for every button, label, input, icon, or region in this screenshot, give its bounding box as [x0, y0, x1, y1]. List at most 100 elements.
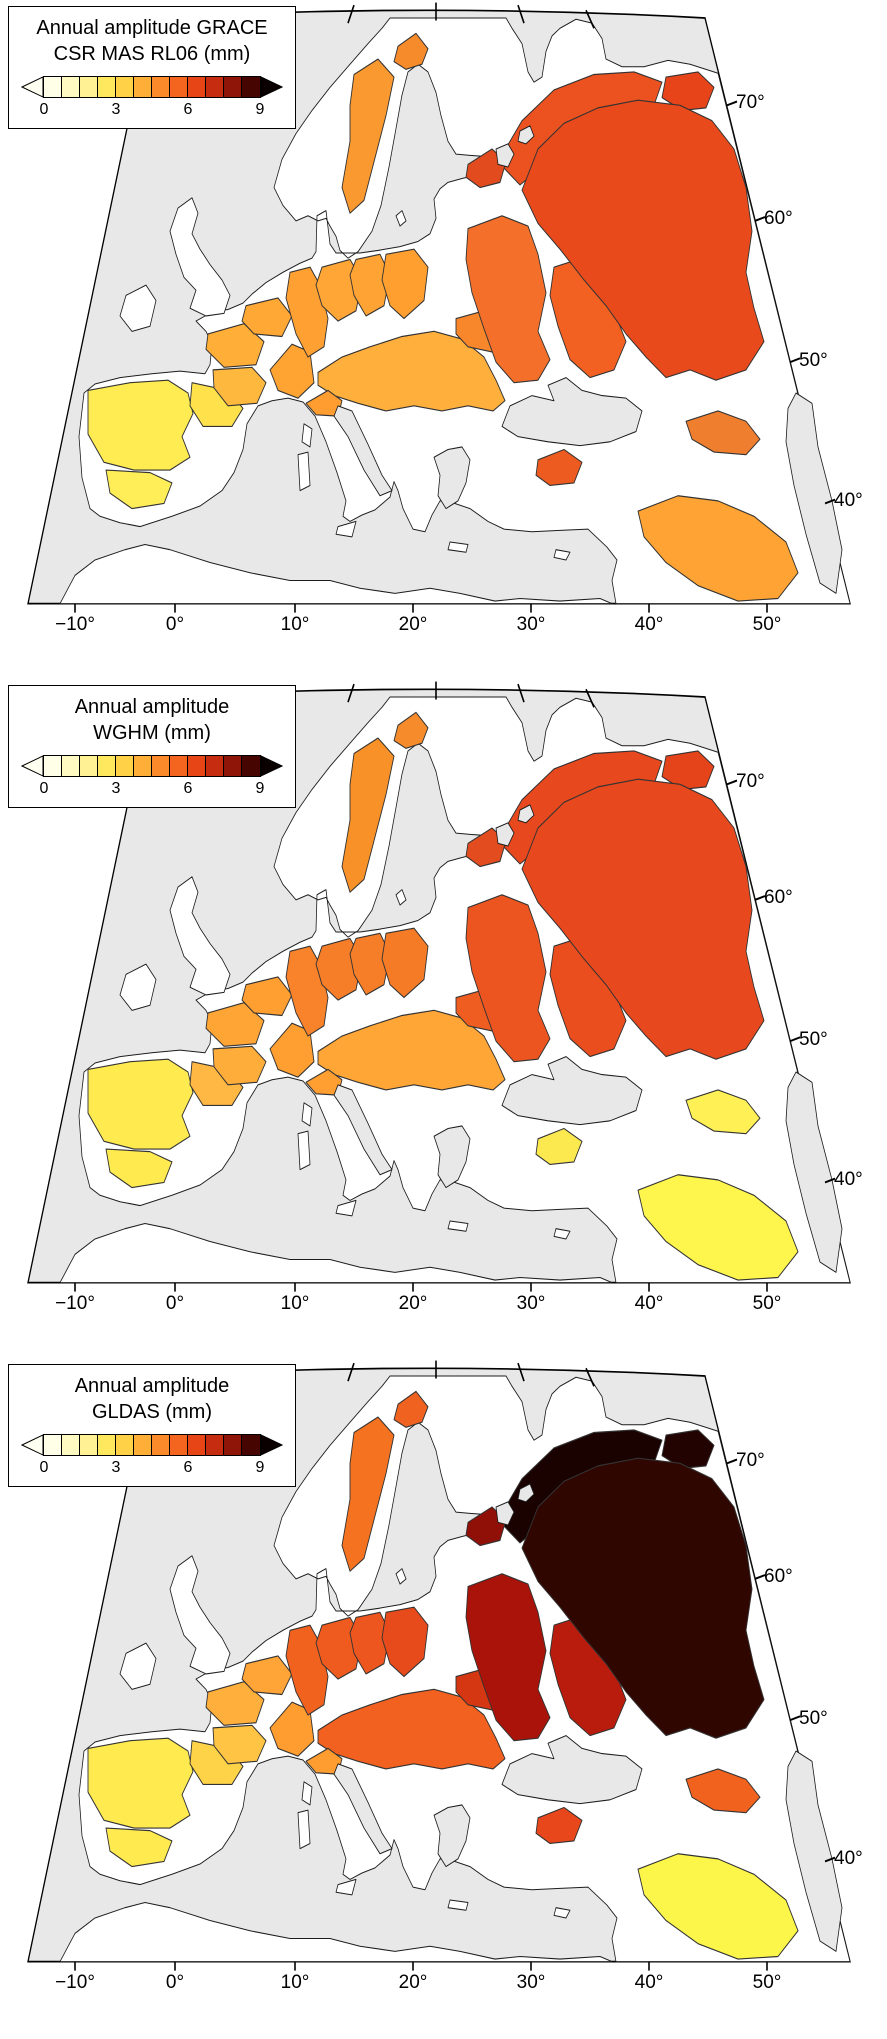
- europe-basin-map: [27, 2, 851, 613]
- legend-box: Annual amplitude GRACE CSR MAS RL06 (mm)…: [8, 6, 296, 130]
- colorbar-segment: [98, 77, 116, 98]
- graticule-ticks: [74, 681, 836, 1292]
- colorbar-segment: [44, 1435, 62, 1456]
- map-panel-gldas: Annual amplitude GLDAS (mm) 0 3 6 9 −10°…: [0, 1358, 887, 2037]
- island-crete: [447, 1220, 469, 1232]
- island-crete: [447, 1899, 469, 1911]
- black-sea: [501, 1735, 643, 1805]
- island-sardinia: [297, 451, 311, 492]
- colorbar-tick: 3: [111, 1459, 121, 1477]
- lat-label: 70°: [736, 771, 765, 792]
- basin-vistula: [381, 1606, 429, 1678]
- legend-title-line2: GLDAS (mm): [92, 1400, 212, 1423]
- colorbar-tick: 0: [39, 101, 49, 119]
- island-gotland: [395, 210, 407, 227]
- legend-title-line2: CSR MAS RL06 (mm): [53, 42, 251, 65]
- legend-title-line1: Annual amplitude: [74, 696, 230, 718]
- colorbar-tick: 6: [183, 780, 193, 798]
- basin-rhone: [269, 1701, 315, 1757]
- colorbar-segment: [62, 77, 80, 98]
- legend-box: Annual amplitude WGHM (mm) 0 3 6 9: [8, 685, 296, 809]
- colorbar-tick: 3: [111, 780, 121, 798]
- colorbar-segments: [43, 755, 261, 778]
- colorbar-ticks: 0 3 6 9: [39, 98, 265, 120]
- island-ireland: [119, 963, 157, 1011]
- aegean-sea: [433, 446, 471, 510]
- lake-ladoga: [495, 1501, 515, 1526]
- basin-oder: [349, 1611, 391, 1675]
- basin-oder: [349, 253, 391, 317]
- lat-label: 60°: [764, 1566, 793, 1587]
- colorbar-ticks: 0 3 6 9: [39, 777, 265, 799]
- meridian-tick: [517, 683, 525, 703]
- basin-seine: [241, 297, 293, 338]
- lat-label: 40°: [834, 490, 863, 511]
- basin-kura: [685, 1089, 761, 1135]
- colorbar-segment: [134, 1435, 152, 1456]
- legend-title-line2: WGHM (mm): [93, 721, 211, 744]
- basin-kizilirmak: [535, 1127, 583, 1166]
- lake-ladoga: [495, 143, 515, 168]
- caspian-sea: [785, 1750, 843, 1952]
- basin-guadalquivir: [105, 1827, 173, 1868]
- adriatic-sea: [333, 1763, 393, 1855]
- colorbar-segment: [224, 756, 242, 777]
- europe-basin-map: [27, 681, 851, 1292]
- colorbar-segment: [242, 756, 260, 777]
- north-africa-landmass: [59, 544, 613, 605]
- island-sardinia: [297, 1130, 311, 1171]
- basin-pechora: [661, 1429, 715, 1470]
- colorbar: [21, 1434, 283, 1457]
- basin-garonne: [212, 1045, 267, 1086]
- colorbar-segment: [152, 756, 170, 777]
- europe-basin-map: [27, 1360, 851, 1971]
- colorbar-segment: [242, 1435, 260, 1456]
- colorbar-segment: [152, 1435, 170, 1456]
- island-crete: [447, 541, 469, 553]
- legend-box: Annual amplitude GLDAS (mm) 0 3 6 9: [8, 1364, 296, 1488]
- basin-tornio: [393, 32, 429, 70]
- basin-douro-tagus: [87, 379, 194, 471]
- lat-label: 50°: [799, 350, 828, 371]
- island-gotland: [395, 1568, 407, 1585]
- colorbar-segment: [44, 77, 62, 98]
- lon-label: 0°: [165, 1972, 185, 1993]
- map-canvas: [0, 0, 887, 655]
- colorbar-tick: 0: [39, 780, 49, 798]
- lat-label: 50°: [799, 1708, 828, 1729]
- basin-seine: [241, 976, 293, 1017]
- meridian-tick: [517, 1362, 525, 1382]
- colorbar-segment: [62, 756, 80, 777]
- lon-label: −10°: [55, 1293, 95, 1314]
- lon-label: 50°: [752, 1293, 782, 1314]
- basin-kizilirmak: [535, 1806, 583, 1845]
- north-africa-landmass: [59, 1902, 613, 1963]
- lon-label: 10°: [280, 1972, 310, 1993]
- colorbar-segment: [62, 1435, 80, 1456]
- colorbar-left-arrow: [21, 76, 43, 98]
- colorbar-segment: [116, 77, 134, 98]
- basin-vistula: [381, 248, 429, 320]
- lon-label: 50°: [752, 1972, 782, 1993]
- colorbar-segments: [43, 1434, 261, 1457]
- colorbar-segment: [206, 756, 224, 777]
- colorbar-segment: [206, 77, 224, 98]
- colorbar-left-arrow: [21, 1434, 43, 1456]
- colorbar-tick: 0: [39, 1459, 49, 1477]
- basin-neva: [465, 1506, 507, 1547]
- island-sicily: [335, 1878, 357, 1896]
- latitude-tick: [789, 357, 801, 364]
- adriatic-sea: [333, 405, 393, 497]
- island-cyprus: [553, 1907, 571, 1919]
- basin-danube: [317, 1688, 506, 1770]
- basin-sweden: [341, 58, 395, 214]
- island-sicily: [335, 1199, 357, 1217]
- lon-label: 30°: [516, 1972, 546, 1993]
- basin-seine: [241, 1655, 293, 1696]
- colorbar-segment: [224, 77, 242, 98]
- lon-label: 50°: [752, 614, 782, 635]
- caspian-sea: [785, 392, 843, 594]
- basin-tigris-euphrates: [637, 495, 799, 602]
- colorbar-segment: [134, 756, 152, 777]
